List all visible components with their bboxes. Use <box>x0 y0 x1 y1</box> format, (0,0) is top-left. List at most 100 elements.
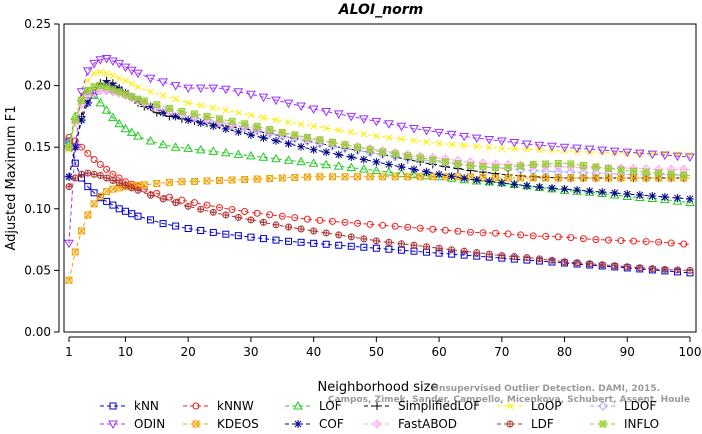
y-tick-label: 0.15 <box>24 140 51 154</box>
data-point <box>472 175 481 184</box>
data-point <box>246 150 256 160</box>
data-point <box>159 108 168 117</box>
data-point <box>346 162 357 172</box>
data-point <box>285 118 292 126</box>
data-point <box>617 166 625 174</box>
data-point <box>435 244 443 252</box>
x-tick-label: 20 <box>181 345 196 359</box>
data-point <box>460 174 469 183</box>
x-tick-label: 80 <box>557 345 572 359</box>
data-point <box>410 165 418 174</box>
data-point <box>147 191 155 199</box>
watermark-line-2: Campos, Zimek, Sander, Campello, Micenko… <box>328 395 690 405</box>
data-point <box>84 87 92 95</box>
data-point <box>397 162 406 171</box>
data-point <box>97 68 104 76</box>
data-point <box>172 222 180 230</box>
legend-marker <box>372 419 382 429</box>
data-point <box>358 115 369 124</box>
data-point <box>71 116 79 124</box>
data-point <box>283 155 294 164</box>
data-point <box>101 105 112 114</box>
legend-item-INFLO: INFLO <box>590 417 659 431</box>
legend-marker <box>294 420 302 428</box>
data-point <box>485 144 493 151</box>
data-point <box>423 243 431 251</box>
y-axis: 0.00 0.05 0.10 0.15 0.20 0.25 <box>24 17 60 339</box>
data-point <box>133 69 143 79</box>
data-point <box>441 158 449 166</box>
legend-label: LoOP <box>531 399 562 413</box>
data-point <box>379 148 387 156</box>
data-point <box>128 184 136 192</box>
data-point <box>485 177 494 186</box>
data-point <box>291 174 299 182</box>
data-point <box>617 174 625 182</box>
data-point <box>140 97 148 105</box>
legend-item-LOF: LOF <box>285 399 342 413</box>
data-point <box>278 212 286 220</box>
data-point <box>604 174 612 182</box>
data-point <box>203 112 211 120</box>
data-point <box>247 111 255 119</box>
series-COF <box>65 79 694 203</box>
data-point <box>347 128 355 136</box>
data-point <box>429 156 437 164</box>
data-point <box>133 131 143 140</box>
data-point <box>559 143 570 153</box>
legend-label: LDOF <box>624 399 656 413</box>
data-point <box>246 130 255 139</box>
data-point <box>153 180 161 188</box>
data-point <box>622 148 633 158</box>
data-point <box>165 178 173 186</box>
x-axis-label: Neighborhood size <box>318 380 439 395</box>
data-point <box>84 183 92 191</box>
data-point <box>572 186 582 195</box>
data-point <box>578 167 589 178</box>
data-point <box>648 191 657 200</box>
data-point <box>471 134 482 144</box>
data-point <box>221 124 230 133</box>
data-point <box>341 173 349 181</box>
data-point <box>197 101 205 109</box>
data-point <box>592 174 600 182</box>
data-point <box>220 147 231 157</box>
data-point <box>96 82 104 90</box>
data-point <box>65 183 73 191</box>
data-point <box>359 155 368 164</box>
data-point <box>635 191 644 200</box>
data-point <box>195 144 206 154</box>
data-point <box>222 106 230 114</box>
watermark-line-1: Unsupervised Outlier Detection. DAMI, 20… <box>432 384 660 394</box>
data-point <box>321 107 332 117</box>
data-point <box>597 188 608 198</box>
data-point <box>103 165 111 173</box>
data-point <box>284 139 293 148</box>
data-point <box>126 127 137 136</box>
data-point <box>466 228 474 236</box>
data-point <box>542 174 550 182</box>
data-point <box>655 238 663 246</box>
data-point <box>297 120 305 128</box>
data-point <box>647 150 658 160</box>
data-point <box>372 157 381 166</box>
data-point <box>579 161 587 169</box>
data-point <box>542 232 550 240</box>
data-point <box>322 148 331 157</box>
data-point <box>303 215 311 223</box>
data-point <box>209 122 218 131</box>
data-point <box>335 126 343 134</box>
data-point <box>266 125 274 133</box>
data-point <box>90 156 98 164</box>
data-point <box>685 153 695 163</box>
data-point <box>90 69 98 77</box>
legend-item-FastABOD: FastABOD <box>364 417 457 431</box>
data-point <box>573 186 582 195</box>
data-point <box>473 249 481 257</box>
data-point <box>308 158 319 167</box>
data-point <box>354 143 362 151</box>
data-point <box>209 228 217 236</box>
data-point <box>134 83 142 91</box>
data-point <box>159 220 167 228</box>
legend-item-kNNW: kNNW <box>183 399 254 413</box>
